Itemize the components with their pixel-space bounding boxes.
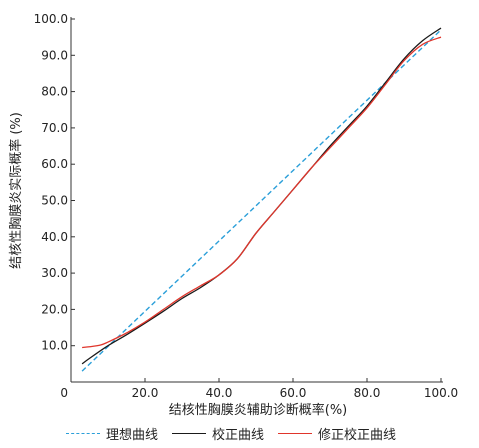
series-calibration-line <box>81 27 442 365</box>
y-tick-label: 80.0 <box>41 85 68 99</box>
x-tick-label: 0 <box>60 386 68 400</box>
series-corrected-line <box>82 36 442 349</box>
y-tick-label: 30.0 <box>41 266 68 280</box>
y-axis-ticks: 10.0 20.0 30.0 40.0 50.0 60.0 70.0 80.0 90.0 100.… <box>34 12 75 353</box>
legend-item-corrected: 修正校正曲线 <box>278 424 396 443</box>
x-tick-label: 20.0 <box>132 386 159 400</box>
legend-label-corrected: 修正校正曲线 <box>318 428 397 443</box>
legend-item-ideal: 理想曲线 <box>66 424 158 443</box>
x-tick-label: 40.0 <box>206 386 233 400</box>
series-lines <box>81 27 442 372</box>
legend: 理想曲线 校正曲线 修正校正曲线 <box>66 424 410 443</box>
y-tick-label: 90.0 <box>41 48 68 62</box>
y-tick-label: 70.0 <box>41 121 68 135</box>
y-tick-label: 50.0 <box>41 194 68 208</box>
legend-label-calibration: 校正曲线 <box>212 428 265 443</box>
y-tick-label: 60.0 <box>41 157 68 171</box>
x-tick-label: 60.0 <box>280 386 307 400</box>
legend-swatch-calibration <box>172 433 207 434</box>
y-tick-label: 10.0 <box>41 339 68 353</box>
legend-swatch-ideal <box>66 433 100 434</box>
x-axis-title: 结核性胸膜炎辅助诊断概率(%) <box>169 402 348 418</box>
y-tick-label: 40.0 <box>41 230 68 244</box>
series-ideal-line <box>81 29 442 372</box>
calibration-chart: 10.0 20.0 30.0 40.0 50.0 60.0 70.0 80.0 90.0 100.… <box>8 12 458 418</box>
y-tick-label: 100.0 <box>34 12 68 26</box>
legend-item-calibration: 校正曲线 <box>172 424 264 443</box>
x-axis-ticks: 0 20.0 40.0 60.0 80.0 100.0 <box>60 378 458 400</box>
y-axis-title: 结核性胸膜炎实际概率 (%) <box>8 112 24 269</box>
x-tick-label: 100.0 <box>424 386 458 400</box>
legend-label-ideal: 理想曲线 <box>106 428 159 443</box>
legend-swatch-corrected <box>278 433 313 434</box>
x-tick-label: 80.0 <box>354 386 381 400</box>
y-tick-label: 20.0 <box>41 302 68 316</box>
